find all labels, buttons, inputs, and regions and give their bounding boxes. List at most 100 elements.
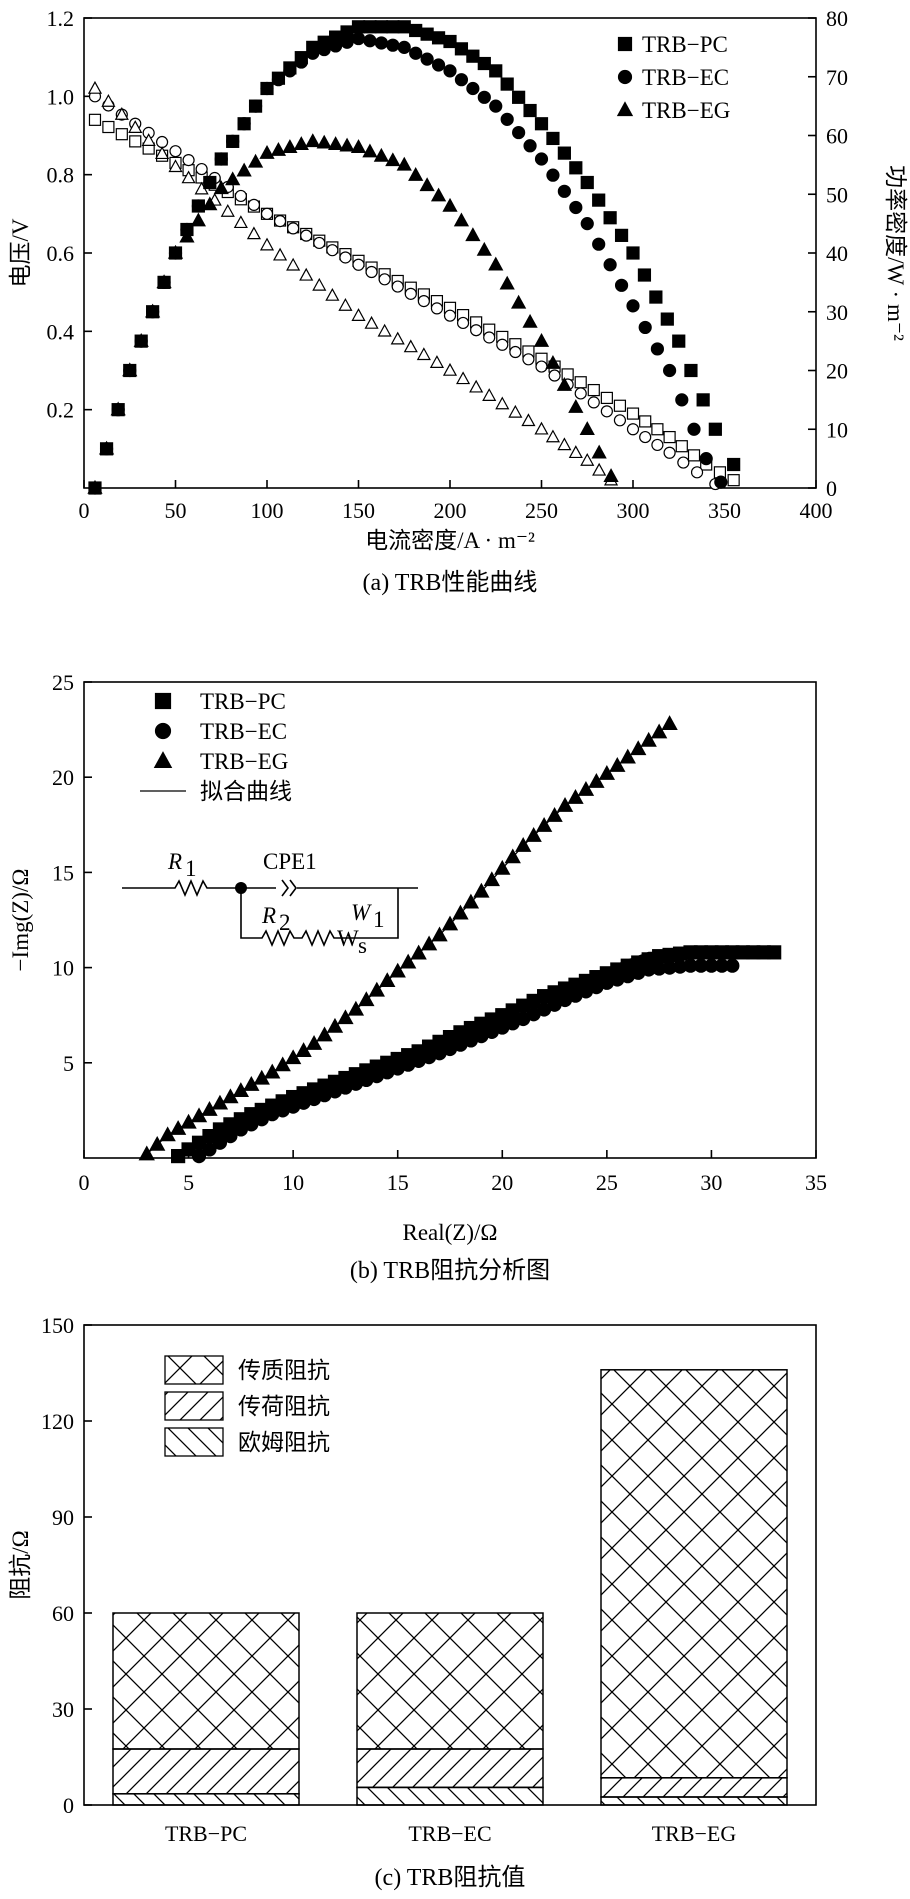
chart-a-power-point (409, 46, 423, 60)
chart-a-voltage-point (639, 430, 652, 444)
chart-a-voltage-point (587, 383, 600, 397)
chart-b-legend-marker (153, 751, 173, 768)
chart-a-voltage-point (155, 135, 169, 149)
chart-b-point (535, 817, 553, 832)
chart-a-power-point (672, 334, 686, 348)
chart-b-point (661, 715, 678, 731)
chart-a-power-point (409, 23, 423, 38)
chart-c-ticks: 0 30 60 90 120 150 (41, 1313, 92, 1818)
chart-a-power-series (87, 20, 741, 495)
chart-b-point (588, 773, 605, 788)
chart-a-power-point (660, 312, 674, 326)
chart-a-voltage-point (651, 423, 664, 436)
chart-a-power-point (580, 175, 594, 190)
chart-a-power-point (488, 256, 504, 271)
chart-a-xtick-label: 50 (165, 498, 187, 523)
chart-b-xtick-label: 0 (79, 1170, 90, 1195)
chart-a-power-point (386, 20, 400, 34)
chart-a-yrtick-label: 0 (826, 476, 837, 501)
chart-c-bar-segment (600, 1777, 788, 1798)
chart-a-yrtick-label: 20 (826, 359, 848, 384)
chart-a-yltick-label: 1.0 (47, 84, 75, 109)
chart-a-power-point (214, 152, 228, 166)
chart-a-power-point (708, 422, 722, 436)
chart-a-power-point (408, 167, 424, 181)
chart-a-voltage-point (690, 466, 704, 479)
chart-a-power-point (443, 34, 457, 49)
chart-c-bar-segment (600, 1369, 788, 1779)
chart-a-voltage-point (260, 207, 274, 220)
chart-b-caption: (b) TRB阻抗分析图 (350, 1257, 550, 1284)
chart-a-voltage-point (651, 438, 664, 452)
chart-a-voltage-point (313, 236, 326, 250)
circuit-r1: R (167, 849, 182, 874)
chart-a-power-point (340, 35, 354, 49)
chart-a-voltage-point (430, 302, 444, 315)
chart-a-voltage-point (626, 423, 640, 436)
chart-c-bar-segment (600, 1796, 788, 1806)
chart-a-power-point (397, 20, 411, 34)
chart-a-voltage-point (482, 388, 497, 401)
chart-a-power-point (306, 46, 320, 60)
chart-a-power-point (443, 64, 457, 78)
chart-a-power-point (568, 399, 584, 413)
chart-a-power-point (687, 422, 701, 436)
chart-b-point (546, 807, 563, 822)
chart-b-point (567, 789, 584, 804)
chart-b-point (191, 1148, 207, 1164)
chart-a-power-point (675, 393, 689, 407)
chart-a-legend: TRB−PC TRB−EC TRB−EG (616, 32, 730, 123)
chart-b-point (525, 827, 542, 842)
chart-b-point (223, 1129, 238, 1144)
chart-c-ytick-label: 60 (52, 1601, 74, 1626)
chart-a-power-point (329, 39, 343, 53)
chart-b-ytick-label: 25 (52, 670, 74, 695)
chart-a-voltage-point (195, 162, 208, 176)
chart-a-voltage-point (470, 324, 483, 337)
chart-a-voltage-point (351, 308, 366, 321)
chart-c-category-label: TRB−EC (408, 1821, 491, 1846)
chart-a-power-point (316, 134, 332, 149)
chart-b-point (420, 935, 438, 951)
chart-a-power-point (156, 274, 172, 289)
chart-a-voltage-point (273, 247, 288, 261)
chart-a-voltage-point (416, 347, 431, 361)
chart-a-power-point (453, 212, 470, 227)
chart-b-point (767, 945, 782, 960)
chart-b-point (452, 904, 469, 920)
chart-a-power-point (592, 193, 606, 207)
chart-a-voltage-point (88, 113, 102, 126)
chart-a-yltick-label: 0.4 (47, 319, 75, 344)
chart-c-ytick-label: 30 (52, 1697, 74, 1722)
chart-a-power-point (260, 81, 274, 96)
chart-b-points (138, 715, 782, 1164)
chart-a-power-point (489, 64, 503, 78)
chart-a-voltage-point (390, 331, 405, 345)
chart-a-power-point (454, 42, 469, 56)
chart-b-point (347, 1000, 365, 1016)
chart-a-power-point (293, 136, 309, 151)
chart-a-power-point (556, 377, 572, 391)
chart-c-legend-label: 传荷阻抗 (238, 1394, 330, 1419)
chart-b-point (284, 1049, 302, 1065)
chart-a-voltage-point (534, 421, 549, 435)
chart-a-power-point (557, 146, 571, 160)
chart-a-power-point (522, 313, 538, 328)
chart-a-power-point (226, 134, 240, 148)
chart-a-voltage-point (339, 251, 352, 264)
chart-a-power-point (351, 31, 366, 46)
chart-a-voltage-point (300, 229, 313, 242)
chart-a-power-point (545, 355, 561, 369)
chart-a-voltage-point (247, 198, 261, 211)
chart-b-xtick-label: 5 (183, 1170, 194, 1195)
circuit-ws: W (337, 926, 359, 951)
chart-a-voltage-point (299, 267, 314, 281)
chart-b-legend: TRB−PC TRB−EC TRB−EG 拟合曲线 (140, 689, 292, 804)
chart-a-power-point (512, 125, 526, 140)
chart-a-power-point (179, 228, 195, 243)
chart-b-point (212, 1135, 228, 1150)
chart-b-point (650, 723, 668, 739)
chart-a-power-point (466, 49, 480, 63)
chart-a-voltage-point (675, 440, 688, 453)
